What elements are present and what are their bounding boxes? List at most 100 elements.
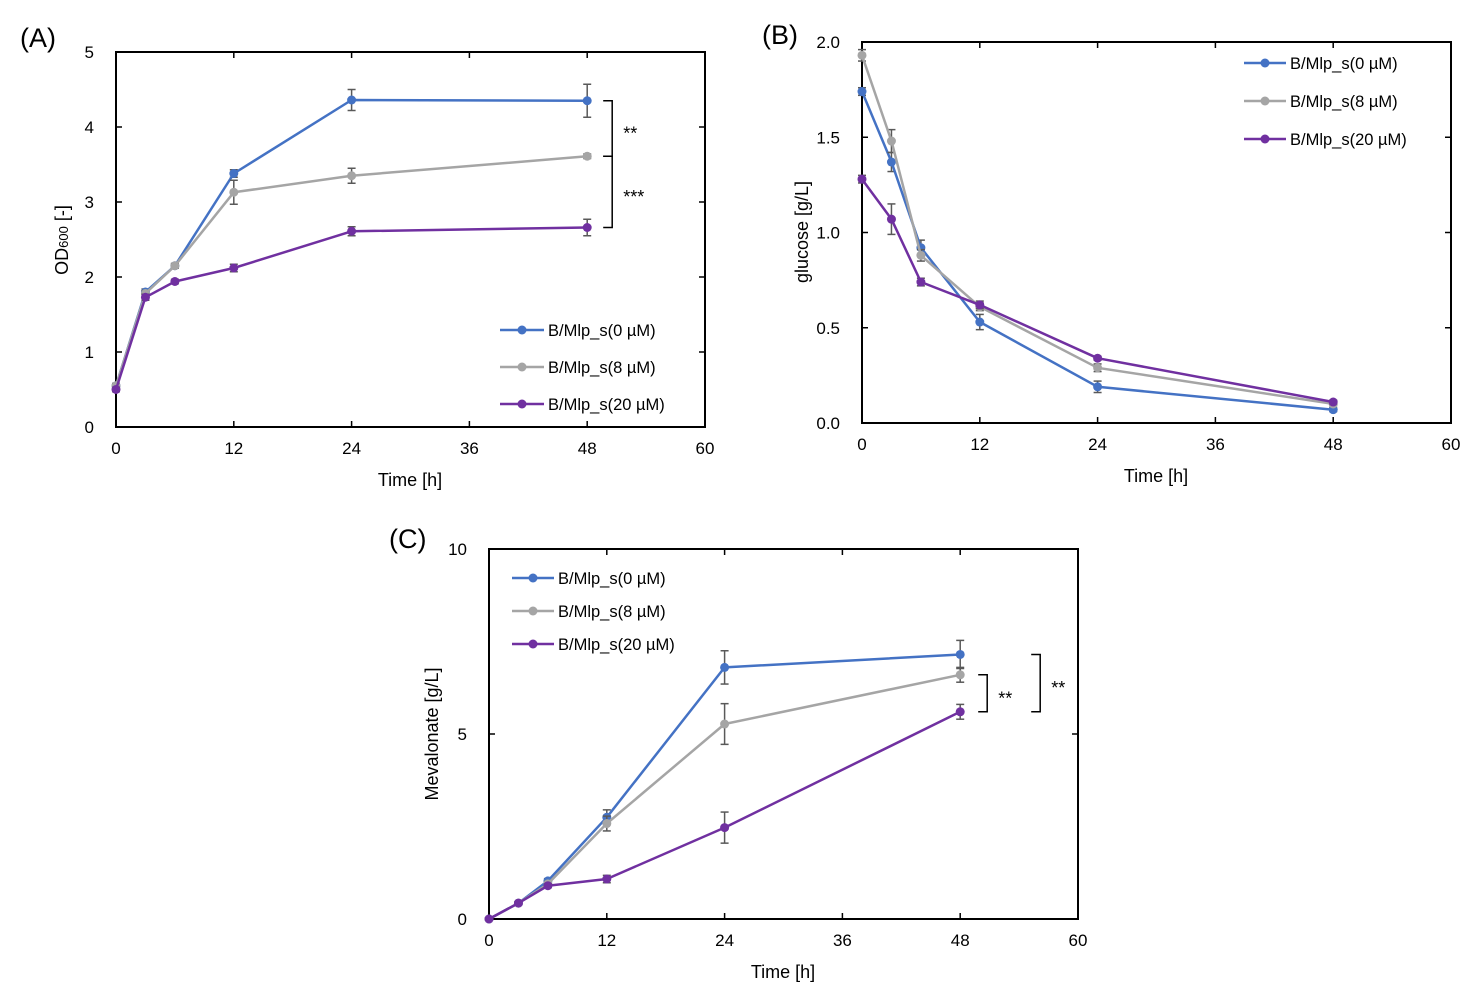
legend-marker bbox=[528, 606, 538, 616]
significance-stars: ** bbox=[1051, 678, 1065, 698]
panel-c: (C) 0 12 24 36 48 60 0 5 10 Time [h] Mevalonate [g/… bbox=[389, 524, 1087, 982]
legend-entry-b-mlp-s-20-m: B/Mlp_s(20 µM) bbox=[500, 396, 665, 414]
legend-entry-b-mlp-s-0-m: B/Mlp_s(0 µM) bbox=[1244, 55, 1398, 73]
legend-entry-b-mlp-s-8-m: B/Mlp_s(8 µM) bbox=[500, 359, 656, 377]
y-tick-label: 0 bbox=[85, 418, 94, 437]
legend-marker bbox=[517, 362, 527, 372]
significance-bracket: ** bbox=[978, 674, 1012, 713]
data-point bbox=[543, 881, 553, 891]
bracket-line bbox=[603, 155, 613, 229]
x-tick-label: 12 bbox=[597, 931, 616, 950]
series-b-mlp-s-20-m bbox=[111, 218, 592, 394]
x-tick-label: 12 bbox=[970, 435, 989, 454]
x-tick-label: 12 bbox=[224, 439, 243, 458]
y-axis-label: Mevalonate [g/L] bbox=[422, 667, 442, 800]
y-axis-label-unit: [-] bbox=[52, 205, 72, 226]
bracket-line bbox=[978, 674, 988, 713]
data-point bbox=[347, 95, 357, 105]
x-tick-label: 60 bbox=[1442, 435, 1461, 454]
series-line bbox=[860, 54, 1334, 406]
x-tick-label: 36 bbox=[1206, 435, 1225, 454]
data-point bbox=[229, 187, 239, 197]
legend-label: B/Mlp_s(20 µM) bbox=[548, 396, 665, 414]
legend-label: B/Mlp_s(0 µM) bbox=[548, 322, 656, 340]
x-tick-label: 60 bbox=[696, 439, 715, 458]
data-point bbox=[857, 87, 867, 97]
series-line bbox=[488, 710, 961, 921]
data-point bbox=[857, 50, 867, 60]
data-point bbox=[720, 719, 730, 729]
panel-label: (C) bbox=[389, 524, 426, 554]
data-point bbox=[484, 914, 494, 924]
legend-marker bbox=[528, 639, 538, 649]
x-tick-label: 48 bbox=[1324, 435, 1343, 454]
significance-stars: ** bbox=[998, 688, 1012, 708]
y-tick-label: 4 bbox=[85, 118, 94, 137]
x-tick-label: 48 bbox=[951, 931, 970, 950]
series-b-mlp-s-20-m bbox=[484, 703, 965, 924]
data-point bbox=[582, 223, 592, 232]
y-tick-label: 2.0 bbox=[816, 33, 840, 52]
bracket-line bbox=[603, 100, 613, 157]
y-tick-label: 5 bbox=[85, 43, 94, 62]
y-tick-label: 2 bbox=[85, 268, 94, 287]
legend-label: B/Mlp_s(20 µM) bbox=[1290, 131, 1407, 149]
y-tick-label: 1 bbox=[85, 343, 94, 362]
legend-marker bbox=[528, 573, 538, 583]
y-tick-label: 10 bbox=[448, 540, 467, 559]
y-axis-label: OD600 [-] bbox=[52, 205, 72, 275]
legend-label: B/Mlp_s(8 µM) bbox=[558, 603, 666, 621]
x-tick-label: 24 bbox=[342, 439, 361, 458]
x-axis-label: Time [h] bbox=[1124, 466, 1188, 486]
legend-entry-b-mlp-s-8-m: B/Mlp_s(8 µM) bbox=[512, 603, 666, 621]
data-point bbox=[1093, 382, 1103, 392]
panel-label: (B) bbox=[762, 20, 798, 50]
significance-bracket: *** bbox=[603, 155, 644, 229]
data-point bbox=[513, 898, 523, 908]
series-line bbox=[488, 653, 961, 921]
y-tick-label: 3 bbox=[85, 193, 94, 212]
series-b-mlp-s-8-m bbox=[111, 151, 592, 391]
legend-entry-b-mlp-s-0-m: B/Mlp_s(0 µM) bbox=[500, 322, 656, 340]
legend-label: B/Mlp_s(20 µM) bbox=[558, 636, 675, 654]
legend-label: B/Mlp_s(0 µM) bbox=[1290, 55, 1398, 73]
data-point bbox=[955, 707, 965, 717]
legend-entry-b-mlp-s-20-m: B/Mlp_s(20 µM) bbox=[1244, 131, 1407, 149]
significance-stars: *** bbox=[623, 187, 644, 207]
data-point bbox=[1093, 363, 1103, 373]
y-axis-label: glucose [g/L] bbox=[792, 181, 812, 283]
data-point bbox=[229, 169, 239, 178]
data-point bbox=[170, 277, 180, 286]
legend-marker bbox=[1260, 58, 1270, 68]
significance-bracket: ** bbox=[1031, 653, 1065, 713]
x-tick-label: 24 bbox=[715, 931, 734, 950]
legend-label: B/Mlp_s(0 µM) bbox=[558, 570, 666, 588]
legend-label: B/Mlp_s(8 µM) bbox=[1290, 93, 1398, 111]
data-point bbox=[720, 823, 730, 833]
series-b-mlp-s-8-m bbox=[857, 48, 1338, 409]
significance-bracket: ** bbox=[603, 100, 637, 157]
y-axis-label-subscript: 600 bbox=[56, 226, 71, 248]
series-b-mlp-s-20-m bbox=[857, 174, 1338, 407]
data-point bbox=[347, 171, 357, 181]
legend-marker bbox=[1260, 134, 1270, 144]
data-point bbox=[720, 662, 730, 672]
data-point bbox=[955, 649, 965, 659]
data-point bbox=[916, 250, 926, 260]
x-tick-label: 48 bbox=[578, 439, 597, 458]
x-tick-label: 36 bbox=[833, 931, 852, 950]
data-point bbox=[602, 874, 612, 884]
y-tick-label: 1.0 bbox=[816, 224, 840, 243]
x-tick-label: 0 bbox=[484, 931, 493, 950]
legend-entry-b-mlp-s-20-m: B/Mlp_s(20 µM) bbox=[512, 636, 675, 654]
data-point bbox=[857, 174, 867, 184]
series-line bbox=[860, 178, 1334, 404]
legend-entry-b-mlp-s-8-m: B/Mlp_s(8 µM) bbox=[1244, 93, 1398, 111]
x-tick-label: 0 bbox=[857, 435, 866, 454]
legend-label: B/Mlp_s(8 µM) bbox=[548, 359, 656, 377]
plot-frame bbox=[115, 51, 706, 428]
data-point bbox=[111, 385, 121, 394]
x-tick-label: 36 bbox=[460, 439, 479, 458]
x-tick-label: 24 bbox=[1088, 435, 1107, 454]
